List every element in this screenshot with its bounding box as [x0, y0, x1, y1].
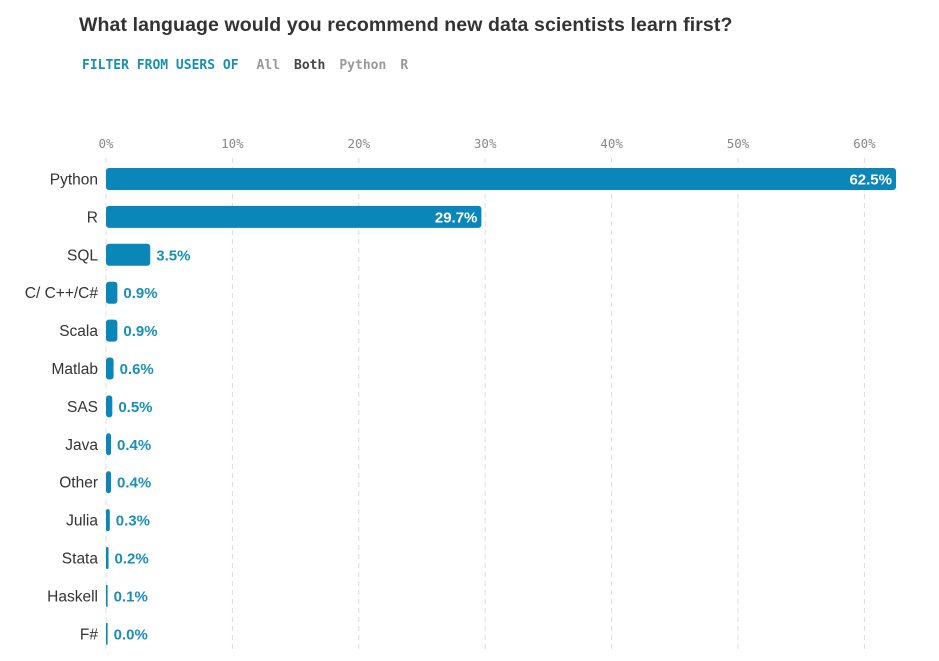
x-tick-label: 30%	[474, 136, 497, 151]
category-label: R	[87, 209, 98, 226]
x-tick-label: 20%	[348, 136, 371, 151]
value-label: 29.7%	[435, 209, 478, 226]
category-label: F#	[80, 626, 98, 643]
category-label: Python	[50, 172, 98, 189]
bar	[106, 547, 109, 569]
filter-option-all[interactable]: All	[256, 58, 281, 73]
bar	[106, 433, 112, 456]
bar	[106, 584, 108, 607]
value-label: 0.9%	[123, 323, 157, 340]
bar	[106, 357, 114, 380]
x-tick-label: 10%	[221, 136, 244, 151]
value-label: 0.5%	[118, 399, 152, 416]
filter-option-both[interactable]: Both	[294, 58, 326, 73]
x-tick-label: 0%	[98, 136, 114, 151]
category-label: Other	[59, 475, 98, 492]
bar	[106, 205, 482, 228]
user-filter: FILTER FROM USERS OF All Both Python R	[82, 58, 422, 73]
value-label: 0.0%	[114, 626, 148, 643]
filter-option-python[interactable]: Python	[339, 58, 387, 73]
category-label: Scala	[59, 323, 98, 340]
bar	[106, 471, 112, 494]
x-tick-label: 40%	[600, 136, 623, 151]
bar	[106, 168, 896, 190]
value-label: 0.6%	[120, 361, 154, 378]
category-label: Java	[65, 437, 98, 454]
category-label: SAS	[67, 399, 98, 416]
filter-label: FILTER FROM USERS OF	[82, 58, 239, 73]
bar	[106, 319, 118, 342]
filter-option-r[interactable]: R	[400, 58, 409, 73]
x-tick-label: 60%	[853, 136, 876, 151]
category-label: SQL	[67, 247, 98, 264]
bar	[106, 622, 108, 645]
bar	[106, 281, 118, 304]
bar	[106, 509, 110, 532]
bar	[106, 243, 151, 266]
chart-title: What language would you recommend new da…	[79, 14, 733, 36]
category-label: Matlab	[51, 361, 98, 378]
x-tick-label: 50%	[727, 136, 750, 151]
category-label: Stata	[62, 551, 99, 568]
value-label: 0.9%	[123, 285, 157, 302]
value-label: 0.4%	[117, 437, 151, 454]
category-label: Julia	[66, 513, 98, 530]
category-label: Haskell	[47, 588, 98, 605]
value-label: 62.5%	[849, 172, 892, 189]
value-label: 3.5%	[156, 247, 190, 264]
value-label: 0.4%	[117, 475, 151, 492]
bar	[106, 395, 113, 418]
category-label: C/ C++/C#	[25, 285, 99, 302]
value-label: 0.1%	[114, 588, 148, 605]
value-label: 0.2%	[115, 551, 149, 568]
value-label: 0.3%	[116, 513, 150, 530]
